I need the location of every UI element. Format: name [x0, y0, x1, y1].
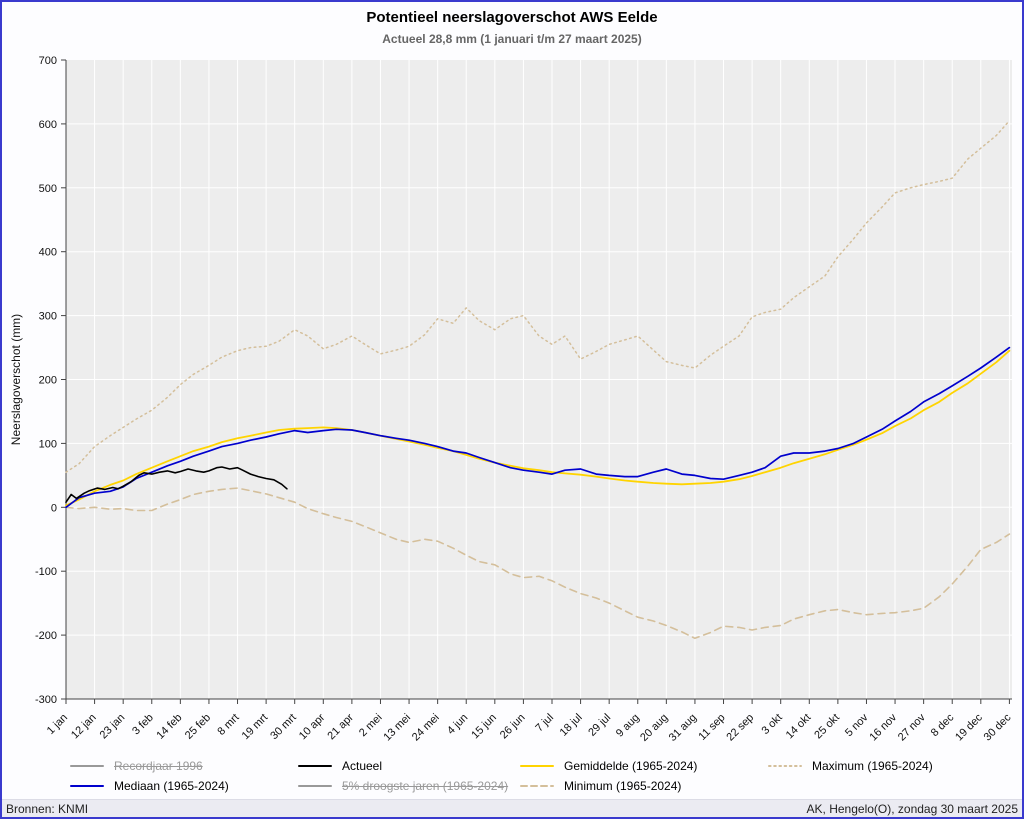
y-axis-label: Neerslagoverschot (mm) — [9, 314, 23, 445]
legend-swatch-gemiddelde — [520, 765, 554, 767]
x-tick-label: 16 nov — [867, 711, 899, 743]
x-tick-label: 3 feb — [130, 712, 156, 738]
x-tick-label: 25 feb — [183, 712, 213, 742]
x-tick-label: 1 jan — [45, 712, 70, 737]
legend-item-maximum[interactable]: Maximum (1965-2024) — [768, 759, 1010, 773]
x-tick-label: 7 jul — [533, 712, 556, 735]
legend-label-recordjaar-1996: Recordjaar 1996 — [114, 759, 203, 773]
x-tick-label: 23 jan — [98, 712, 128, 742]
series-gemiddelde — [65, 349, 1011, 507]
x-tick-label: 29 jul — [586, 712, 613, 739]
x-tick-label: 8 mrt — [215, 712, 241, 738]
series-actueel — [65, 466, 288, 503]
legend-item-gemiddelde[interactable]: Gemiddelde (1965-2024) — [520, 759, 768, 773]
legend-item-actueel[interactable]: Actueel — [298, 759, 520, 773]
x-tick-label: 31 aug — [667, 712, 699, 744]
legend-label-droogste-5pct: 5% droogste jaren (1965-2024) — [342, 779, 509, 793]
legend-swatch-droogste-5pct — [298, 785, 332, 787]
legend-item-mediaan[interactable]: Mediaan (1965-2024) — [70, 779, 298, 793]
x-tick-label: 30 dec — [982, 711, 1014, 743]
x-tick-label: 21 apr — [325, 711, 356, 742]
x-tick-label: 4 jun — [445, 712, 470, 737]
x-tick-label: 18 jul — [558, 712, 585, 739]
y-tick-label: -100 — [35, 566, 57, 578]
y-tick-label: -200 — [35, 630, 57, 642]
x-tick-label: 14 okt — [784, 712, 814, 742]
legend-item-minimum[interactable]: Minimum (1965-2024) — [520, 779, 768, 793]
x-tick-label: 25 okt — [812, 712, 842, 742]
series-maximum — [65, 119, 1011, 473]
x-tick-label: 10 apr — [297, 711, 328, 742]
series-mediaan — [65, 346, 1011, 509]
legend-label-mediaan: Mediaan (1965-2024) — [114, 779, 229, 793]
x-tick-label: 27 nov — [896, 711, 928, 743]
x-tick-label: 26 jun — [498, 712, 528, 742]
x-tick-label: 20 aug — [638, 712, 670, 744]
x-tick-label: 14 feb — [154, 712, 184, 742]
x-tick-label: 3 okt — [759, 712, 784, 737]
series-minimum — [65, 487, 1011, 640]
page-title: Potentieel neerslagoverschot AWS Eelde — [366, 9, 658, 26]
x-tick-label: 15 jun — [469, 712, 499, 742]
legend-item-recordjaar-1996[interactable]: Recordjaar 1996 — [70, 759, 298, 773]
y-tick-label: 500 — [39, 183, 57, 195]
chart-subtitle: Actueel 28,8 mm (1 januari t/m 27 maart … — [382, 32, 642, 46]
y-tick-label: 700 — [39, 55, 57, 67]
x-tick-label: 11 sep — [696, 712, 727, 743]
legend-swatch-recordjaar-1996 — [70, 765, 104, 767]
chart-legend: Recordjaar 1996 Actueel Gemiddelde (1965-2… — [70, 759, 1010, 793]
legend-swatch-actueel — [298, 765, 332, 767]
x-tick-label: 24 mei — [410, 712, 442, 744]
x-tick-label: 13 mei — [381, 712, 413, 744]
x-tick-label: 22 sep — [724, 712, 756, 744]
y-tick-label: 600 — [39, 119, 57, 131]
y-tick-label: -300 — [35, 694, 57, 706]
footer-bar: Bronnen: KNMI AK, Hengelo(O), zondag 30 … — [2, 799, 1022, 817]
x-tick-label: 12 jan — [69, 712, 99, 742]
x-tick-label: 30 mrt — [268, 712, 299, 743]
y-tick-label: 300 — [39, 311, 57, 323]
x-tick-label: 19 dec — [953, 711, 985, 743]
x-tick-label: 19 mrt — [240, 712, 271, 743]
y-tick-label: 200 — [39, 375, 57, 387]
y-tick-label: 400 — [39, 247, 57, 259]
legend-item-droogste-5pct[interactable]: 5% droogste jaren (1965-2024) — [298, 779, 520, 793]
y-tick-label: 0 — [51, 502, 57, 514]
legend-label-minimum: Minimum (1965-2024) — [564, 779, 682, 793]
legend-swatch-mediaan — [70, 785, 104, 787]
footer-credit: AK, Hengelo(O), zondag 30 maart 2025 — [806, 801, 1018, 816]
legend-swatch-minimum — [520, 785, 554, 787]
legend-label-actueel: Actueel — [342, 759, 383, 773]
legend-label-maximum: Maximum (1965-2024) — [812, 759, 933, 773]
y-tick-label: 100 — [39, 438, 57, 450]
legend-label-gemiddelde: Gemiddelde (1965-2024) — [564, 759, 698, 773]
legend-swatch-maximum — [768, 765, 802, 767]
footer-source: Bronnen: KNMI — [6, 801, 89, 816]
